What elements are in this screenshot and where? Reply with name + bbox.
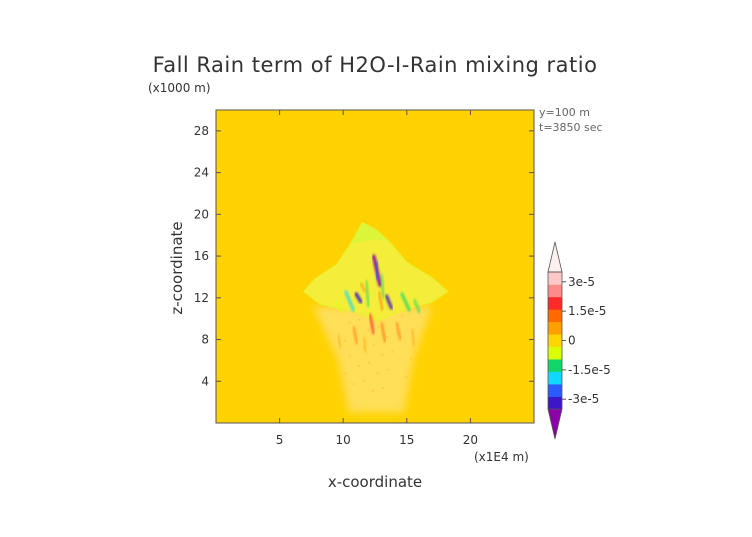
- colorbar-segment: [548, 284, 562, 298]
- heatmap-features: [302, 221, 449, 413]
- heatmap-speckle: [348, 354, 352, 357]
- chart-title: Fall Rain term of H2O-I-Rain mixing rati…: [153, 53, 598, 77]
- heatmap-speckle: [357, 364, 360, 368]
- colorbar-segment: [548, 346, 562, 360]
- colorbar-tick-label: 1.5e-5: [568, 304, 606, 318]
- heatmap-speckle: [386, 368, 389, 371]
- heatmap-speckle: [376, 371, 379, 375]
- plot-frame: [215, 109, 535, 424]
- annotation-t: t=3850 sec: [539, 121, 603, 134]
- colorbar-segment: [548, 272, 562, 285]
- heatmap-speckle: [362, 346, 365, 349]
- heatmap-speckle: [410, 357, 413, 360]
- heatmap-speckle: [400, 314, 403, 317]
- colorbar-tick-label: -1.5e-5: [568, 363, 611, 377]
- heatmap-streak: [385, 294, 393, 310]
- heatmap-speckle: [353, 382, 356, 386]
- heatmap-streak: [352, 326, 358, 345]
- heatmap-streak: [365, 280, 370, 307]
- colorbar-segment: [548, 384, 562, 397]
- heatmap-speckle: [353, 336, 356, 339]
- heatmap-speckle: [391, 350, 394, 353]
- heatmap-speckle: [371, 389, 375, 393]
- y-tick-label: 12: [194, 291, 209, 305]
- heatmap-streak: [362, 336, 367, 353]
- plot-area: [215, 109, 535, 424]
- heatmap-streak: [375, 261, 379, 281]
- heatmap-streak: [413, 299, 421, 314]
- heatmap-speckle: [367, 328, 370, 331]
- heatmap-streak: [344, 290, 355, 312]
- heatmap-speckle: [367, 361, 370, 364]
- y-tick-label: 4: [201, 374, 209, 388]
- heatmap-streak: [400, 292, 411, 312]
- heatmap-speckle: [385, 335, 389, 339]
- heatmap-speckle: [405, 375, 408, 378]
- x-axis-label: x-coordinate: [328, 473, 422, 491]
- heatmap-speckle: [339, 390, 342, 393]
- colorbar-over-arrow: [547, 241, 563, 273]
- heatmap-speckle: [363, 379, 366, 382]
- colorbar-tick-label: 0: [568, 334, 576, 348]
- x-tick-label: 5: [276, 433, 284, 447]
- y-tick-label: 16: [194, 249, 209, 263]
- heatmap-speckle: [372, 343, 375, 346]
- colorbar-tick-label: 3e-5: [568, 275, 595, 289]
- y-unit-label: (x1000 m): [148, 81, 211, 95]
- heatmap-speckle: [358, 318, 361, 321]
- colorbar-segment: [548, 371, 562, 385]
- heatmap-speckle: [381, 353, 384, 357]
- y-tick-label: 8: [201, 333, 209, 347]
- colorbar-segment: [548, 309, 562, 323]
- colorbar-segment: [548, 296, 562, 310]
- y-tick-label: 20: [194, 207, 209, 221]
- heatmap-speckle: [396, 332, 399, 335]
- heatmap-streak: [411, 328, 416, 347]
- heatmap-speckle: [381, 386, 385, 389]
- colorbar-tick-label: -3e-5: [568, 392, 599, 406]
- heatmap-streak: [354, 292, 363, 304]
- heatmap-streak: [378, 290, 384, 312]
- y-axis-label: z-coordinate: [168, 221, 186, 314]
- heatmap-streak: [380, 322, 386, 343]
- colorbar: 3e-5 1.5e-5 0 -1.5e-5 -3e-5: [547, 241, 611, 440]
- x-tick-label: 15: [399, 433, 414, 447]
- colorbar-segment: [548, 359, 562, 372]
- colorbar-segment: [548, 321, 562, 335]
- heatmap-speckle: [343, 339, 346, 342]
- heatmap-speckle: [344, 372, 347, 375]
- x-unit-label: (x1E4 m): [474, 450, 529, 464]
- heatmap-streak: [380, 274, 385, 299]
- heatmap-speckle: [377, 325, 380, 328]
- colorbar-under-arrow: [547, 408, 563, 440]
- y-tick-label: 28: [194, 124, 209, 138]
- colorbar-segment: [548, 334, 562, 348]
- heatmap-streak: [395, 322, 402, 341]
- heatmap-streak: [360, 282, 366, 293]
- y-axis: 4 8 12 16 20 24 28: [194, 124, 534, 388]
- heatmap-streak: [334, 301, 345, 314]
- cloud-top-region: [350, 222, 389, 244]
- heatmap-streak: [368, 313, 375, 335]
- rain-shaft-region: [312, 306, 433, 413]
- x-axis: 5 10 15 20: [276, 110, 478, 447]
- heatmap-streak: [337, 334, 342, 349]
- heatmap-speckle: [348, 321, 351, 324]
- y-tick-label: 24: [194, 166, 209, 180]
- annotation-y: y=100 m: [539, 106, 590, 119]
- colorbar-segment: [548, 396, 562, 410]
- x-tick-label: 10: [336, 433, 351, 447]
- x-tick-label: 20: [463, 433, 478, 447]
